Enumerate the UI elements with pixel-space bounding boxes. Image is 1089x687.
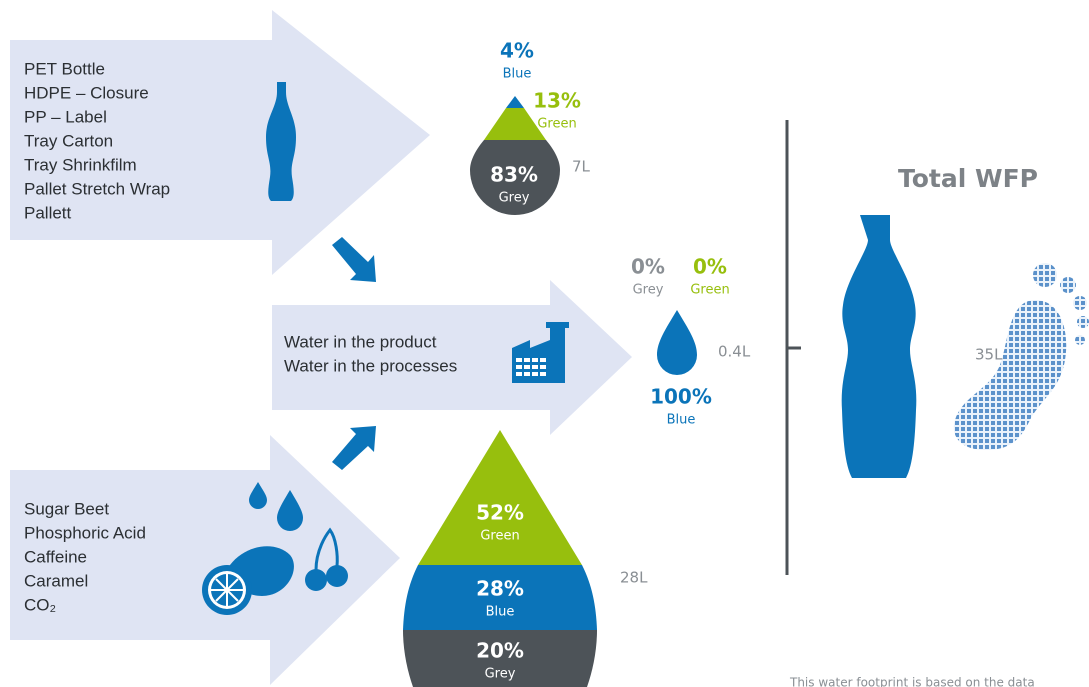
input-item: Tray Shrinkfilm	[24, 155, 137, 174]
total-title: Total WFP	[898, 164, 1038, 193]
share-label: Grey	[633, 283, 664, 298]
share-value: 100%	[650, 385, 712, 409]
input-item: Caffeine	[24, 547, 87, 566]
share-label: Blue	[486, 605, 515, 620]
input-item: Tray Carton	[24, 131, 113, 150]
drop-total: 7L	[572, 158, 591, 176]
share-label: Green	[537, 117, 576, 132]
share-label: Grey	[499, 191, 530, 206]
share-label: Grey	[485, 667, 516, 682]
share-value: 28%	[476, 577, 524, 601]
share-value: 83%	[490, 163, 538, 187]
input-item: HDPE – Closure	[24, 83, 149, 102]
footnote: This water footprint is based on the dat…	[789, 676, 1035, 687]
share-label: Blue	[667, 413, 696, 428]
total-value: 35L	[975, 346, 1003, 364]
input-item: PET Bottle	[24, 59, 105, 78]
input-item: Pallet Stretch Wrap	[24, 179, 170, 198]
input-item: Caramel	[24, 571, 88, 590]
bottle	[842, 215, 917, 478]
input-item: Sugar Beet	[24, 499, 109, 518]
input-item: Water in the processes	[284, 356, 457, 375]
share-label: Green	[480, 529, 519, 544]
input-item: Water in the product	[284, 332, 437, 351]
input-item: Phosphoric Acid	[24, 523, 146, 542]
input-item: Pallett	[24, 203, 72, 222]
share-label: Green	[690, 283, 729, 298]
drop	[657, 310, 697, 375]
share-value: 0%	[631, 255, 665, 279]
share-label: Blue	[503, 67, 532, 82]
drop-total: 0.4L	[718, 343, 751, 361]
share-value: 0%	[693, 255, 727, 279]
share-value: 52%	[476, 501, 524, 525]
share-value: 4%	[500, 39, 534, 63]
drop-total: 28L	[620, 569, 648, 587]
share-value: 20%	[476, 639, 524, 663]
infographic: PET Bottle HDPE – Closure PP – Label Tray C…	[0, 0, 1089, 687]
input-item: CO₂	[24, 595, 56, 614]
input-item: PP – Label	[24, 107, 107, 126]
share-value: 13%	[533, 89, 581, 113]
